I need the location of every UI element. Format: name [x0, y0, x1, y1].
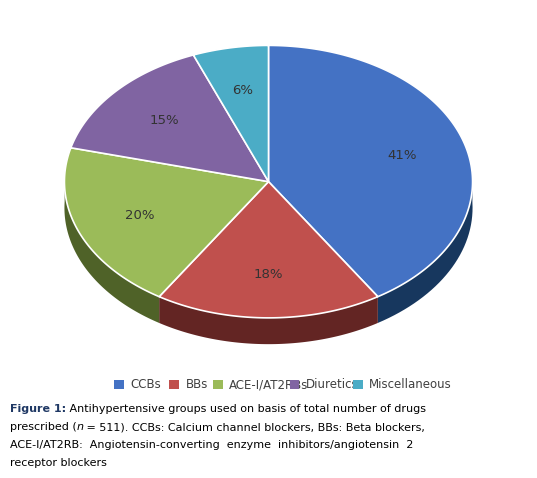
Text: ACE-I/AT2RB:  Angiotensin-converting  enzyme  inhibitors/angiotensin  2: ACE-I/AT2RB: Angiotensin-converting enzy…	[10, 440, 413, 450]
Polygon shape	[159, 297, 378, 344]
Polygon shape	[378, 176, 473, 323]
Text: prescribed (: prescribed (	[10, 422, 76, 432]
Polygon shape	[71, 55, 268, 182]
Polygon shape	[159, 182, 378, 318]
Bar	[353, 380, 363, 389]
Text: 20%: 20%	[125, 209, 154, 222]
Bar	[170, 380, 179, 389]
Text: Diuretics: Diuretics	[306, 378, 358, 391]
Polygon shape	[268, 45, 473, 297]
Text: Antihypertensive groups used on basis of total number of drugs: Antihypertensive groups used on basis of…	[66, 404, 426, 414]
Text: = 511). CCBs: Calcium channel blockers, BBs: Beta blockers,: = 511). CCBs: Calcium channel blockers, …	[83, 422, 425, 432]
Text: 15%: 15%	[150, 114, 179, 127]
Bar	[290, 380, 300, 389]
Text: ACE-I/AT2RBs: ACE-I/AT2RBs	[229, 378, 308, 391]
Polygon shape	[64, 175, 159, 323]
Text: 6%: 6%	[232, 84, 253, 97]
Text: receptor blockers: receptor blockers	[10, 458, 106, 468]
Text: n: n	[76, 422, 83, 432]
Text: Figure 1:: Figure 1:	[10, 404, 66, 414]
Text: Miscellaneous: Miscellaneous	[369, 378, 452, 391]
Polygon shape	[64, 148, 268, 297]
Text: 41%: 41%	[387, 149, 417, 163]
Bar	[114, 380, 124, 389]
Bar	[213, 380, 222, 389]
Polygon shape	[193, 45, 268, 182]
Text: BBs: BBs	[186, 378, 208, 391]
Text: 18%: 18%	[254, 268, 283, 281]
Text: CCBs: CCBs	[130, 378, 161, 391]
